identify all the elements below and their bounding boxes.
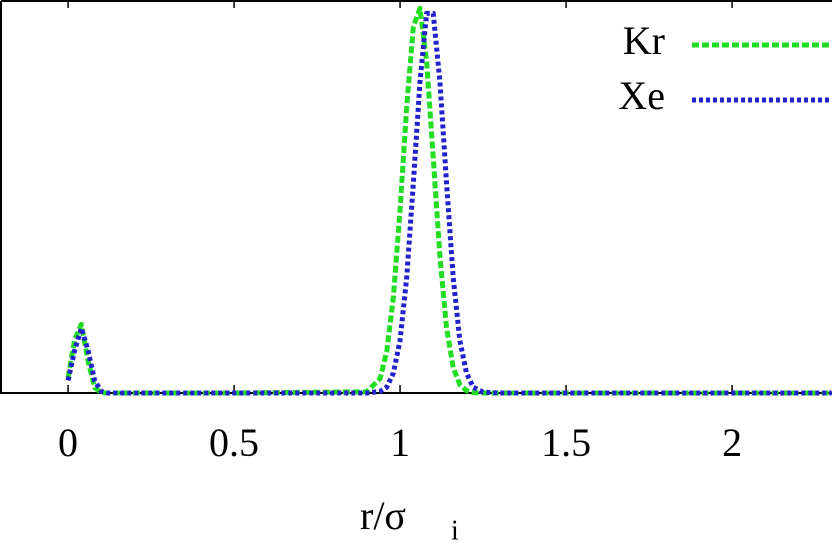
x-tick-label: 2 (722, 420, 742, 465)
x-tick-label: 1.5 (541, 420, 591, 465)
legend-label: Xe (618, 73, 665, 118)
x-tick-label: 1 (390, 420, 410, 465)
x-tick-label: 0.5 (209, 420, 259, 465)
data-line (65, 10, 832, 396)
data-line (65, 5, 832, 396)
x-axis-label-subscript: i (451, 515, 459, 546)
x-tick-label: 0 (58, 420, 78, 465)
legend-label: Kr (623, 18, 665, 63)
x-axis-label: r/σ (360, 493, 406, 538)
